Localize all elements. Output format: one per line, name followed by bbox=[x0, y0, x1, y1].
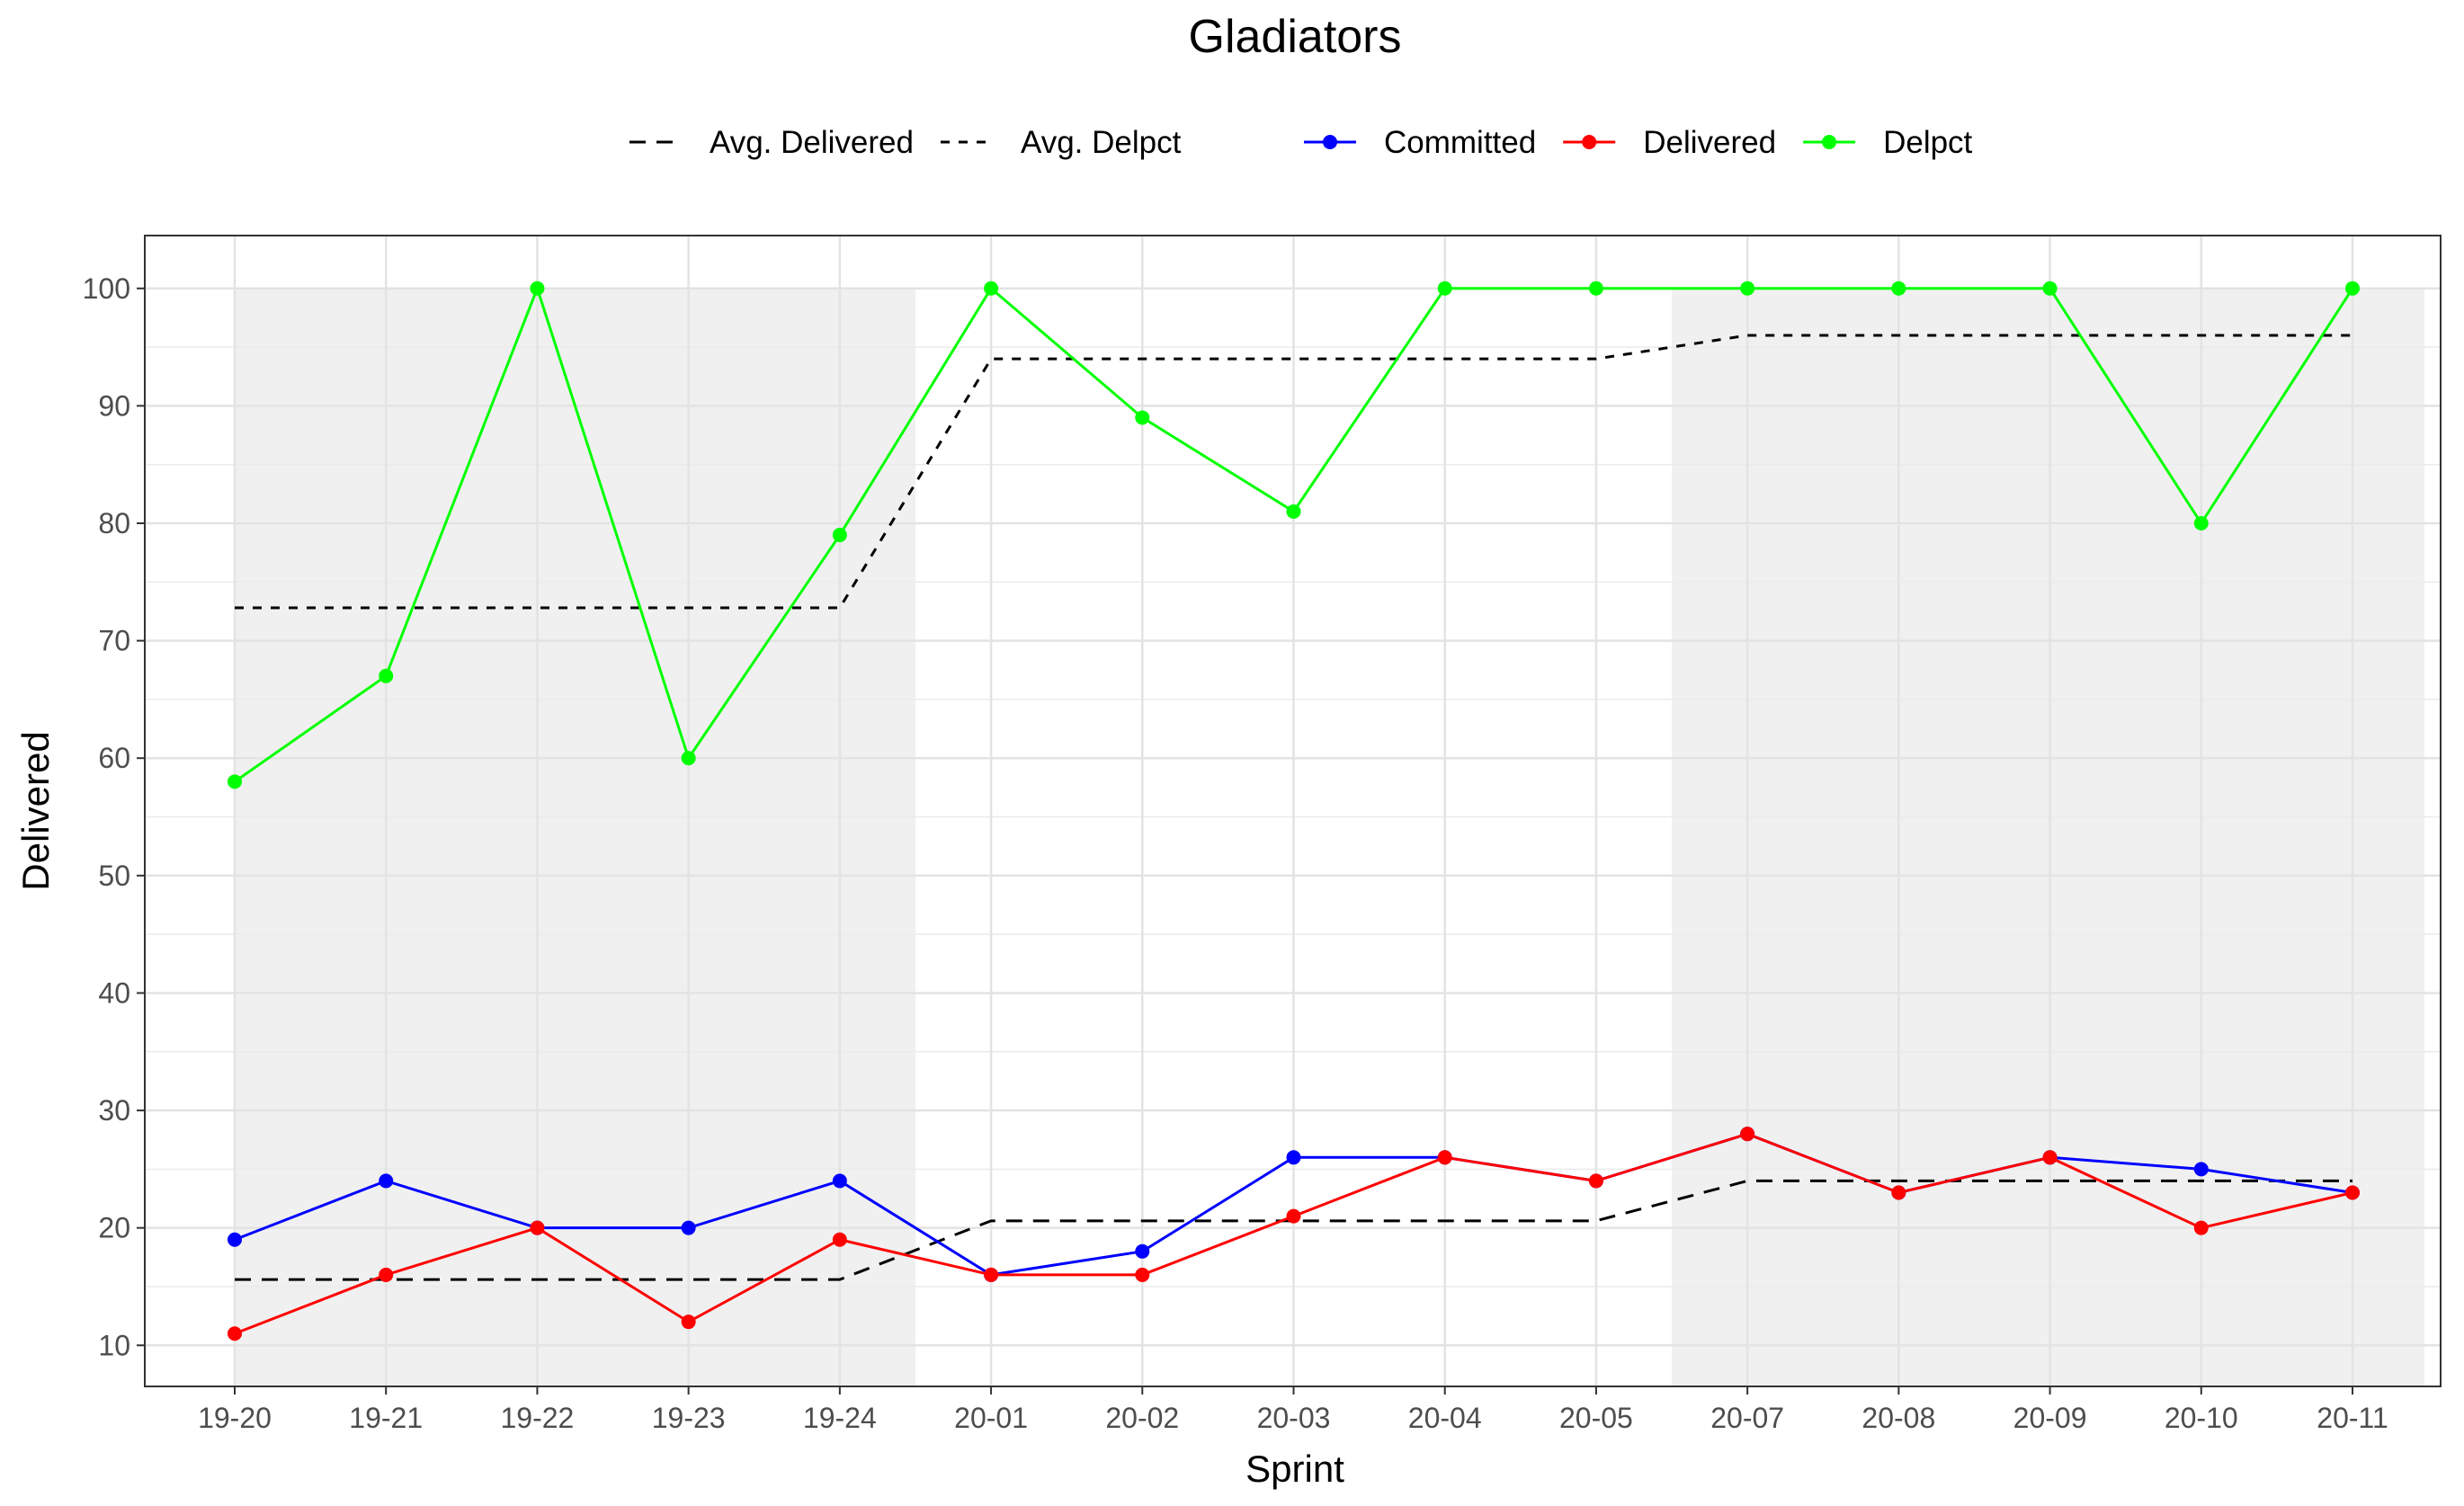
x-tick-label: 20-02 bbox=[1105, 1402, 1179, 1434]
data-point-committed bbox=[1286, 1150, 1301, 1165]
legend-label: Delpct bbox=[1883, 125, 1972, 160]
chart-title: Gladiators bbox=[1189, 11, 1402, 63]
x-tick-label: 20-04 bbox=[1408, 1402, 1482, 1434]
data-point-delivered bbox=[2193, 1220, 2209, 1235]
y-tick-label: 10 bbox=[98, 1329, 130, 1361]
data-point-delivered bbox=[1588, 1173, 1603, 1189]
y-tick-label: 50 bbox=[98, 860, 130, 892]
legend: Avg. Delivered Avg. Delpct Committed Delive… bbox=[629, 125, 1973, 160]
data-point-delivered bbox=[228, 1326, 242, 1341]
legend-key-point-delpct bbox=[1822, 135, 1837, 149]
data-point-delpct bbox=[681, 751, 696, 766]
data-point-delpct bbox=[832, 528, 847, 543]
y-tick-label: 70 bbox=[98, 625, 130, 657]
x-tick-label: 20-03 bbox=[1257, 1402, 1331, 1434]
legend-label: Delivered bbox=[1643, 125, 1776, 160]
data-point-committed bbox=[379, 1173, 394, 1189]
series-line-avg-delivered bbox=[235, 1179, 2352, 1281]
x-tick-label: 20-01 bbox=[954, 1402, 1028, 1434]
shaded-band bbox=[1672, 288, 2424, 1386]
data-point-delivered bbox=[1135, 1267, 1150, 1282]
data-point-delivered bbox=[2345, 1185, 2360, 1200]
plot-panel: 10 20 30 40 50 60 70 80 90 100 19-20 19-21 19-22 19-2… bbox=[83, 235, 2442, 1434]
legend-label: Avg. Delivered bbox=[710, 125, 914, 160]
x-axis-title: Sprint bbox=[1245, 1448, 1344, 1490]
data-point-committed bbox=[832, 1173, 847, 1189]
data-point-delivered bbox=[1437, 1150, 1452, 1165]
data-point-delivered bbox=[530, 1220, 545, 1235]
x-tick-label: 20-08 bbox=[1861, 1402, 1935, 1434]
data-point-delpct bbox=[984, 281, 999, 296]
x-tick-label: 20-07 bbox=[1710, 1402, 1784, 1434]
y-tick-label: 60 bbox=[98, 742, 130, 774]
x-tick-label: 19-23 bbox=[652, 1402, 726, 1434]
data-point-committed bbox=[2193, 1162, 2209, 1177]
data-point-delivered bbox=[984, 1267, 999, 1282]
x-tick-label: 19-24 bbox=[803, 1402, 877, 1434]
y-axis-title: Delivered bbox=[14, 731, 57, 890]
series-line-avg-delpct bbox=[235, 334, 2352, 610]
y-tick-label: 20 bbox=[98, 1212, 130, 1244]
y-tick-label: 90 bbox=[98, 389, 130, 422]
y-tick-label: 40 bbox=[98, 976, 130, 1009]
x-tick-label: 20-05 bbox=[1559, 1402, 1633, 1434]
data-point-delpct bbox=[2345, 281, 2360, 296]
x-tick-label: 20-09 bbox=[2013, 1402, 2087, 1434]
data-point-delpct bbox=[2193, 516, 2209, 530]
data-point-delivered bbox=[832, 1232, 847, 1247]
x-tick-label: 19-22 bbox=[501, 1402, 575, 1434]
y-tick-label: 100 bbox=[83, 272, 130, 305]
y-tick-label: 30 bbox=[98, 1094, 130, 1127]
data-point-delpct bbox=[2042, 281, 2058, 296]
data-point-delpct bbox=[1891, 281, 1906, 296]
data-point-delpct bbox=[1135, 410, 1150, 425]
shaded-band bbox=[235, 288, 915, 1386]
x-tick-label: 19-21 bbox=[349, 1402, 423, 1434]
x-tick-label: 20-10 bbox=[2165, 1402, 2238, 1434]
data-point-committed bbox=[681, 1220, 696, 1235]
data-point-delivered bbox=[1891, 1185, 1906, 1200]
legend-label: Committed bbox=[1384, 125, 1536, 160]
y-tick-label: 80 bbox=[98, 507, 130, 539]
data-point-delpct bbox=[1437, 281, 1452, 296]
data-point-delpct bbox=[530, 281, 545, 296]
x-tick-label: 20-11 bbox=[2317, 1402, 2388, 1434]
data-point-delivered bbox=[1286, 1208, 1301, 1224]
x-tick-label: 19-20 bbox=[198, 1402, 272, 1434]
data-point-committed bbox=[228, 1232, 242, 1247]
data-point-delivered bbox=[1740, 1127, 1755, 1142]
data-point-delivered bbox=[379, 1267, 394, 1282]
legend-key-point-committed bbox=[1323, 135, 1337, 149]
data-point-delivered bbox=[2042, 1150, 2058, 1165]
legend-label: Avg. Delpct bbox=[1021, 125, 1182, 160]
data-point-delivered bbox=[681, 1314, 696, 1330]
data-point-delpct bbox=[1740, 281, 1755, 296]
data-point-delpct bbox=[1286, 503, 1301, 519]
data-point-committed bbox=[1135, 1243, 1150, 1259]
data-point-delpct bbox=[1588, 281, 1603, 296]
legend-key-point-delivered bbox=[1582, 135, 1597, 149]
data-point-delpct bbox=[228, 774, 242, 789]
data-point-delpct bbox=[379, 668, 394, 683]
